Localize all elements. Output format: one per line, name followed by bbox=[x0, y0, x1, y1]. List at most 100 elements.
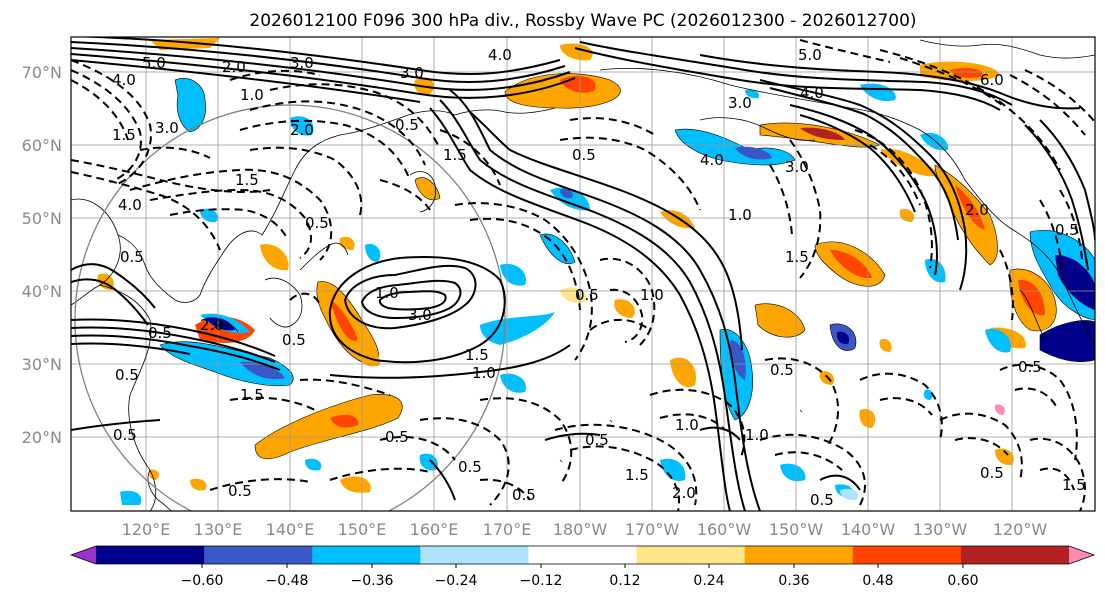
contour-label: 0.5 bbox=[113, 426, 137, 444]
lat-label-30n: 30°N bbox=[22, 355, 62, 374]
graticule bbox=[71, 37, 1095, 511]
contour-label: 3.0 bbox=[785, 158, 809, 176]
map-background bbox=[71, 37, 1095, 511]
colorbar-segment bbox=[312, 546, 421, 564]
lon-label: 120°W bbox=[993, 520, 1048, 539]
colorbar-segment bbox=[528, 546, 638, 564]
contour-label: 0.5 bbox=[1018, 358, 1042, 376]
contour-label: 1.5 bbox=[465, 346, 489, 364]
lat-label-70n: 70°N bbox=[22, 63, 62, 82]
colorbar-outline bbox=[69, 545, 1096, 565]
coastlines bbox=[71, 39, 1095, 511]
contour-label: 0.5 bbox=[980, 464, 1004, 482]
contour-label: 2.0 bbox=[290, 121, 314, 139]
contour-label: 3.0 bbox=[155, 119, 179, 137]
contour-label: 1.0 bbox=[375, 284, 399, 302]
contour-label: 1.5 bbox=[443, 146, 467, 164]
contour-label: 0.5 bbox=[395, 116, 419, 134]
contour-labels: 5.0 4.0 3.0 2.0 1.0 3.0 4.0 5.0 3.0 4.0 … bbox=[112, 46, 1086, 509]
map-panel: 5.0 4.0 3.0 2.0 1.0 3.0 4.0 5.0 3.0 4.0 … bbox=[70, 36, 1096, 512]
contour-label: 2.0 bbox=[222, 58, 246, 76]
contour-label: 0.5 bbox=[1055, 221, 1079, 239]
lon-label: 180°W bbox=[553, 520, 608, 539]
colorbar-extend-min bbox=[71, 546, 96, 564]
contour-label: 0.5 bbox=[120, 248, 144, 266]
contour-label: 4.0 bbox=[488, 46, 512, 64]
contour-label: 0.5 bbox=[585, 431, 609, 449]
divergence-negative-shading bbox=[120, 78, 1095, 505]
lon-label: 160°E bbox=[410, 520, 459, 539]
longitude-labels: 120°E 130°E 140°E 150°E 160°E 170°E 180°… bbox=[122, 520, 1048, 539]
contour-label: 0.5 bbox=[385, 428, 409, 446]
contour-label: 0.5 bbox=[282, 331, 306, 349]
colorbar-segment bbox=[204, 546, 313, 564]
colorbar-segment bbox=[636, 546, 746, 564]
colorbar-tick-label: 0.36 bbox=[778, 573, 809, 589]
lon-label: 130°W bbox=[913, 520, 968, 539]
lon-label: 170°W bbox=[625, 520, 680, 539]
lat-label-60n: 60°N bbox=[22, 136, 62, 155]
colorbar-segment bbox=[96, 546, 205, 564]
lon-label: 160°W bbox=[697, 520, 752, 539]
contour-label: 0.5 bbox=[228, 482, 252, 500]
contour-label: 0.5 bbox=[572, 146, 596, 164]
contour-label: 1.5 bbox=[112, 126, 136, 144]
contour-label: 2.0 bbox=[200, 316, 224, 334]
contour-label: 4.0 bbox=[700, 151, 724, 169]
figure-title: 2026012100 F096 300 hPa div., Rossby Wav… bbox=[249, 11, 916, 31]
contour-label: 1.5 bbox=[240, 386, 264, 404]
contour-label: 1.5 bbox=[625, 466, 649, 484]
contour-label: 0.5 bbox=[458, 458, 482, 476]
lon-label: 120°E bbox=[122, 520, 171, 539]
contour-label: 5.0 bbox=[798, 46, 822, 64]
contour-label: 1.0 bbox=[675, 416, 699, 434]
colorbar-segment bbox=[852, 546, 962, 564]
contour-label: 1.0 bbox=[472, 364, 496, 382]
contour-label: 1.0 bbox=[240, 86, 264, 104]
map-frame bbox=[70, 36, 1096, 512]
colorbar-tick-label: 0.12 bbox=[609, 573, 640, 589]
colorbar-tick-label: −0.60 bbox=[181, 573, 224, 589]
contour-label: 3.0 bbox=[400, 64, 424, 82]
contour-label: 4.0 bbox=[800, 84, 824, 102]
colorbar-ticks bbox=[201, 564, 964, 568]
contour-label: 6.0 bbox=[980, 71, 1004, 89]
lat-label-50n: 50°N bbox=[22, 209, 62, 228]
contour-label: 2.0 bbox=[672, 484, 696, 502]
colorbar-segments bbox=[69, 545, 1096, 565]
colorbar-segment bbox=[960, 546, 1070, 564]
contours-solid bbox=[71, 37, 1095, 511]
colorbar-tick-label: 0.48 bbox=[862, 573, 893, 589]
contour-label: 3.0 bbox=[290, 54, 314, 72]
lon-label: 140°E bbox=[266, 520, 315, 539]
contour-label: 0.5 bbox=[305, 214, 329, 232]
contour-label: 1.0 bbox=[728, 206, 752, 224]
colorbar-tick-labels: −0.60 −0.48 −0.36 −0.24 −0.12 0.12 0.24 … bbox=[181, 573, 979, 589]
contour-label: 0.5 bbox=[770, 361, 794, 379]
colorbar-segment bbox=[744, 546, 854, 564]
contour-label: 1.0 bbox=[640, 286, 664, 304]
contour-label: 0.5 bbox=[575, 286, 599, 304]
contour-label: 5.0 bbox=[142, 54, 166, 72]
colorbar-tick-label: −0.48 bbox=[266, 573, 309, 589]
contour-label: 2.0 bbox=[965, 201, 989, 219]
colorbar-tick-label: −0.24 bbox=[435, 573, 478, 589]
colorbar-tick-label: 0.24 bbox=[693, 573, 724, 589]
lon-label: 170°E bbox=[483, 520, 532, 539]
latitude-labels: 70°N 60°N 50°N 40°N 30°N 20°N bbox=[22, 63, 62, 447]
lon-label: 150°W bbox=[769, 520, 824, 539]
lon-label: 140°W bbox=[841, 520, 896, 539]
contour-label: 1.5 bbox=[235, 171, 259, 189]
contours-dashed bbox=[71, 39, 1095, 511]
contour-label: 1.5 bbox=[1062, 476, 1086, 494]
contour-label: 0.5 bbox=[115, 366, 139, 384]
lat-label-20n: 20°N bbox=[22, 428, 62, 447]
lon-label: 150°E bbox=[338, 520, 387, 539]
contour-label: 1.0 bbox=[745, 426, 769, 444]
contour-label: 0.5 bbox=[810, 491, 834, 509]
contour-label: 1.5 bbox=[785, 248, 809, 266]
lon-label: 130°E bbox=[194, 520, 243, 539]
colorbar-tick-label: 0.60 bbox=[947, 573, 978, 589]
contour-label: 3.0 bbox=[408, 306, 432, 324]
